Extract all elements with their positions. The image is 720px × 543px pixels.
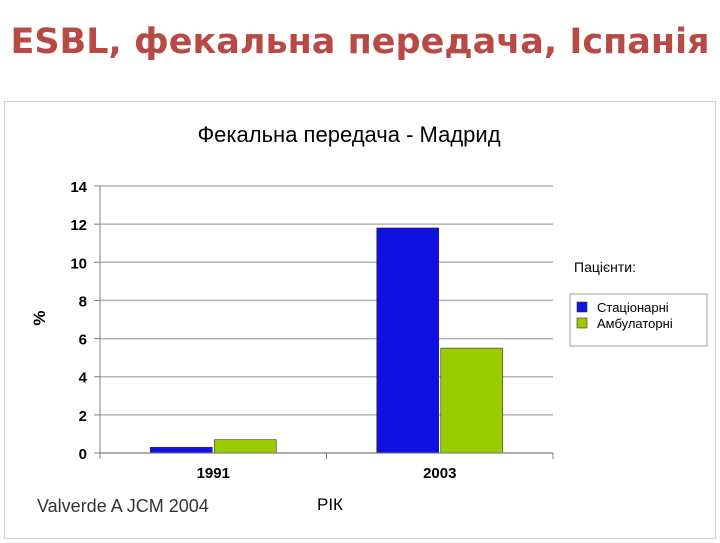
bar-Амбулаторні-1991 [213, 439, 277, 454]
y-tick-label-0: 0 [79, 446, 87, 463]
x-tick-label-2003: 2003 [423, 465, 456, 482]
y-tick-label-6: 6 [79, 332, 87, 349]
legend-swatch-Амбулаторні [576, 317, 588, 329]
y-tick-label-2: 2 [79, 408, 87, 425]
bar-Амбулаторні-2003 [440, 347, 504, 454]
legend-title: Пацієнти: [574, 259, 636, 275]
y-axis-label: % [30, 310, 49, 325]
chart-title: Фекальна передача - Мадрид [197, 122, 500, 147]
source-citation: Valverde A JCM 2004 [37, 496, 209, 516]
x-axis-ticks: 1991 2003 [99, 452, 554, 482]
y-tick-label-12: 12 [70, 217, 87, 234]
legend-label-Амбулаторні: Амбулаторні [597, 316, 673, 331]
x-tick-label-1991: 1991 [197, 465, 230, 482]
bars [149, 227, 504, 454]
y-tick-label-14: 14 [70, 179, 87, 196]
y-tick-label-8: 8 [79, 293, 87, 310]
legend-box [569, 293, 708, 347]
y-tick-label-10: 10 [70, 255, 87, 272]
y-axis-ticks: 0 2 4 6 8 10 12 14 [70, 179, 101, 463]
slide-title: ESBL, фекальна передача, Іспанія [10, 22, 710, 62]
x-axis-label: РІК [317, 495, 343, 514]
bar-chart: Фекальна передача - Мадрид 0 2 4 6 8 10 12 14 1… [30, 122, 708, 516]
legend-swatch-Стаціонарні [576, 301, 588, 313]
chart-panel: Фекальна передача - Мадрид 0 2 4 6 8 10 12 14 1… [4, 101, 716, 539]
bar-Стаціонарні-1991 [149, 446, 213, 454]
bar-Стаціонарні-2003 [376, 227, 440, 454]
legend-label-Стаціонарні: Стаціонарні [597, 300, 669, 315]
y-tick-label-4: 4 [79, 370, 88, 387]
